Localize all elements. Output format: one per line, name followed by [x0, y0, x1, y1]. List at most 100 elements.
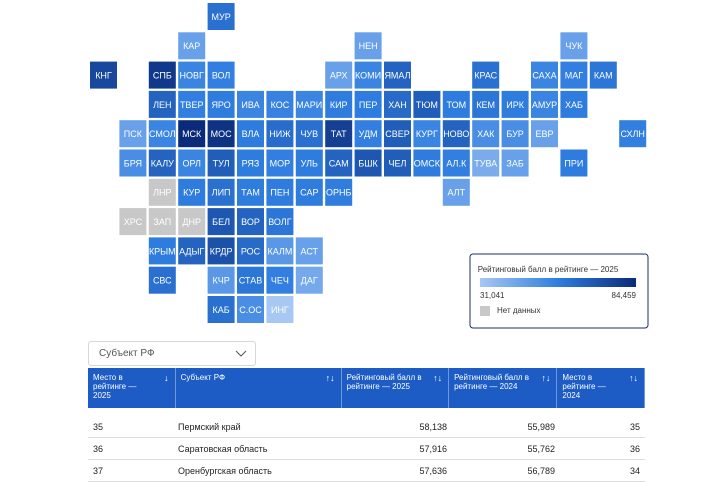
region-label: ТАТ [331, 129, 347, 139]
region-label: ЕВР [535, 129, 553, 139]
sort-icon: ↑↓ [433, 373, 443, 383]
legend-gradient [480, 278, 636, 287]
region-tile [178, 149, 206, 177]
region-label: МСК [182, 129, 202, 139]
region-tile [295, 120, 323, 148]
region-label: БЕЛ [212, 217, 230, 227]
region-tile [619, 120, 647, 148]
column-header[interactable]: Место в рейтинге — 2024 ↑↓ [557, 368, 645, 408]
region-tile [531, 61, 558, 89]
region-label: ТУЛ [213, 158, 230, 168]
region-tile [266, 120, 294, 148]
region-tile [472, 149, 500, 177]
region-tile [325, 61, 353, 89]
region-tile [413, 149, 441, 177]
region-label: АМУР [532, 100, 557, 110]
region-filter[interactable]: Субъект РФ [88, 341, 256, 366]
region-label: КРДР [210, 246, 233, 256]
region-label: КУР [183, 188, 200, 198]
region-tile [413, 90, 441, 118]
table-cell: 55,989 [527, 421, 555, 432]
legend-no-data: Нет данных [497, 306, 541, 315]
region-tile [207, 208, 235, 236]
region-tile [354, 149, 382, 177]
region-tile [237, 149, 264, 177]
region-tile [119, 208, 147, 236]
region-tile [325, 149, 353, 177]
region-label: ХРС [124, 217, 143, 227]
region-tile [237, 208, 264, 236]
header-text: Субъект РФ [180, 373, 226, 382]
region-tile [295, 149, 323, 177]
column-header[interactable]: Рейтинговый балл в рейтинге — 2024 ↑↓ [449, 368, 558, 408]
region-tile [560, 32, 588, 60]
region-label: ПРИ [564, 158, 583, 168]
column-header[interactable]: Место в рейтинге — 2025 ↓ [88, 368, 176, 408]
region-tile [119, 120, 147, 148]
region-label: САР [300, 188, 318, 198]
table-cell: 36 [629, 443, 640, 454]
region-label: МАГ [565, 70, 584, 80]
region-label: ЧУК [565, 41, 583, 51]
region-label: ОРЛ [182, 158, 200, 168]
column-header[interactable]: Субъект РФ ↑↓ [176, 368, 342, 408]
region-tile [295, 90, 323, 118]
column-header[interactable]: Рейтинговый балл в рейтинге — 2025 ↑↓ [342, 368, 450, 408]
region-tile [325, 178, 353, 206]
region-tile [148, 90, 176, 118]
region-tile [413, 120, 441, 148]
region-label: ИНГ [271, 305, 289, 315]
table-cell: 34 [629, 465, 640, 476]
region-label: ЧУВ [300, 129, 318, 139]
sort-icon: ↓ [164, 373, 169, 383]
region-tile [384, 90, 411, 118]
region-tile [207, 266, 235, 294]
region-label: КЕМ [476, 100, 495, 110]
region-label: ХАК [477, 129, 495, 139]
region-label: КУРГ [416, 129, 438, 139]
header-text: Место в рейтинге — 2024 [562, 373, 606, 400]
table-cell: 55,762 [527, 443, 555, 454]
table-cell: 57,636 [419, 465, 447, 476]
table-cell: 36 [93, 443, 104, 454]
table-cell: 56,789 [527, 465, 555, 476]
region-tile [501, 149, 529, 177]
region-label: НОВО [443, 129, 469, 139]
table-row: 37 Оренбургская область 57,636 56,789 34 [88, 460, 645, 482]
region-label: КАЛМ [267, 246, 292, 256]
table-row: 35 Пермский край 58,138 55,989 35 [88, 416, 645, 438]
region-tile [178, 32, 206, 60]
region-label: ТОМ [447, 100, 467, 110]
region-label: ПСК [124, 129, 143, 139]
region-label: ТАМ [241, 188, 260, 198]
region-label: СВЕР [385, 129, 410, 139]
region-label: ОМСК [414, 158, 441, 168]
table-cell: Саратовская область [178, 443, 268, 454]
region-tile [178, 208, 206, 236]
region-label: ТЮМ [416, 100, 438, 110]
region-label: ТУВА [474, 158, 497, 168]
region-tile [148, 120, 176, 148]
region-label: ЗАБ [506, 158, 523, 168]
region-tile [472, 90, 500, 118]
region-label: ДНР [182, 217, 201, 227]
region-tile [531, 120, 558, 148]
sort-icon: ↑↓ [325, 373, 335, 383]
region-label: РОС [241, 246, 261, 256]
region-label: ЯМАЛ [384, 70, 410, 80]
table-cell: 35 [93, 421, 104, 432]
region-label: КЧР [212, 276, 229, 286]
region-label: КАЛУ [151, 158, 174, 168]
region-label: ХАБ [565, 100, 583, 110]
region-label: ЧЕЛ [389, 158, 407, 168]
region-label: АЛ.К [446, 158, 467, 168]
dropdown-icon [235, 350, 247, 357]
region-tile [148, 266, 176, 294]
region-label: САМ [329, 158, 349, 168]
region-tile [442, 90, 470, 118]
region-tile [472, 120, 500, 148]
region-tile [207, 90, 235, 118]
tile-map: Рейтинговый балл в рейтинге — 2025 31,04… [90, 3, 649, 329]
region-tile [178, 61, 206, 89]
table-row: 36 Саратовская область 57,916 55,762 36 [88, 438, 645, 460]
